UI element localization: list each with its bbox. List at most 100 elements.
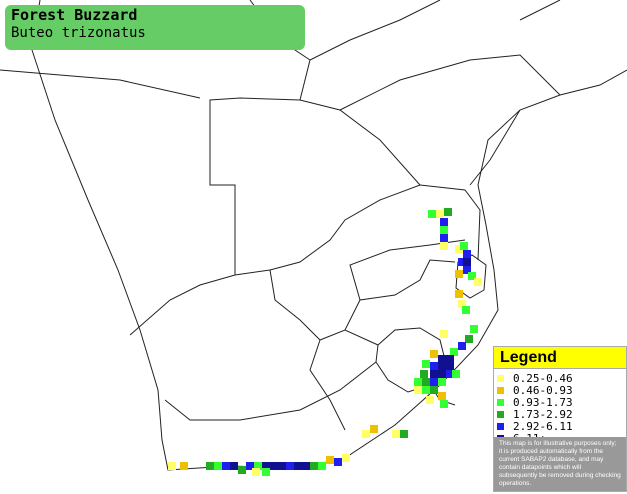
grid-cell: [438, 355, 446, 363]
legend-label: 0.46-0.93: [513, 383, 573, 397]
grid-cell: [440, 226, 448, 234]
grid-cell: [252, 468, 260, 476]
grid-cell: [468, 272, 476, 280]
grid-cell: [422, 386, 430, 394]
grid-cell: [430, 386, 438, 394]
grid-cell: [420, 370, 428, 378]
grid-cell: [446, 362, 454, 370]
legend-items: 0.25-0.46 0.46-0.93 0.93-1.73 1.73-2.92 2.92…: [494, 369, 626, 446]
grid-cell: [342, 454, 350, 462]
grid-cell: [455, 270, 463, 278]
grid-cell: [318, 462, 326, 470]
grid-cell: [440, 218, 448, 226]
grid-cell: [270, 462, 278, 470]
grid-cell: [446, 355, 454, 363]
grid-cell: [422, 360, 430, 368]
national-border: [129, 184, 481, 336]
grid-cell: [370, 425, 378, 433]
national-border: [0, 0, 561, 186]
grid-cell: [436, 210, 444, 218]
coastline: [31, 0, 627, 471]
grid-cell: [262, 468, 270, 476]
grid-cell: [430, 370, 438, 378]
grid-cell: [440, 400, 448, 408]
grid-cell: [254, 462, 262, 470]
grid-cell: [426, 396, 434, 404]
grid-cell: [440, 242, 448, 250]
grid-cell: [460, 242, 468, 250]
grid-cell: [462, 306, 470, 314]
grid-cell: [278, 462, 286, 470]
grid-cell: [465, 335, 473, 343]
grid-cell: [230, 462, 238, 470]
grid-cell: [458, 300, 466, 308]
grid-cell: [430, 362, 438, 370]
legend-swatch: [497, 386, 504, 394]
grid-cell: [430, 378, 438, 386]
distribution-cells: [168, 208, 482, 476]
grid-cell: [414, 378, 422, 386]
legend-swatch: [497, 422, 504, 430]
grid-cell: [214, 462, 222, 470]
grid-cell: [414, 386, 422, 394]
grid-cell: [430, 350, 438, 358]
scientific-name: Buteo trizonatus: [11, 25, 146, 41]
grid-cell: [438, 370, 446, 378]
grid-cell: [438, 378, 446, 386]
grid-cell: [474, 278, 482, 286]
grid-cell: [180, 462, 188, 470]
grid-cell: [458, 258, 466, 266]
grid-cell: [470, 325, 478, 333]
legend-item: 0.46-0.93: [497, 383, 626, 397]
legend-label: 0.93-1.73: [513, 395, 573, 409]
legend-label: 2.92-6.11: [513, 419, 573, 433]
grid-cell: [286, 462, 294, 470]
grid-cell: [206, 462, 214, 470]
disclaimer: This map is for illustrative purposes on…: [494, 437, 626, 491]
grid-cell: [458, 342, 466, 350]
grid-cell: [444, 208, 452, 216]
grid-cell: [446, 370, 454, 378]
grid-cell: [246, 462, 254, 470]
legend-label: 0.25-0.46: [513, 371, 573, 385]
grid-cell: [168, 462, 176, 470]
grid-cell: [302, 462, 310, 470]
grid-cell: [463, 250, 471, 258]
grid-cell: [438, 392, 446, 400]
grid-cell: [262, 462, 270, 470]
grid-cell: [455, 245, 463, 253]
grid-cell: [310, 462, 318, 470]
grid-cell: [440, 234, 448, 242]
grid-cell: [326, 456, 334, 464]
grid-cell: [222, 462, 230, 470]
grid-cell: [450, 348, 458, 356]
grid-cell: [392, 430, 400, 438]
legend-title: Legend: [494, 347, 626, 369]
species-name: Forest Buzzard: [11, 6, 138, 24]
eswatini-border: [455, 254, 487, 299]
grid-cell: [422, 378, 430, 386]
legend-item: 0.25-0.46: [497, 371, 626, 385]
title-box: Forest Buzzard Buteo trizonatus: [5, 5, 305, 50]
grid-cell: [362, 430, 370, 438]
grid-cell: [438, 362, 446, 370]
grid-cell: [463, 266, 471, 274]
legend-swatch: [497, 410, 504, 418]
grid-cell: [463, 258, 471, 266]
grid-cell: [238, 466, 246, 474]
legend-label: 1.73-2.92: [513, 407, 573, 421]
legend-item: 0.93-1.73: [497, 395, 626, 409]
grid-cell: [294, 462, 302, 470]
grid-cell: [440, 330, 448, 338]
grid-cell: [428, 210, 436, 218]
legend: Legend 0.25-0.46 0.46-0.93 0.93-1.73 1.73-2…: [493, 346, 627, 492]
legend-swatch: [497, 374, 504, 382]
legend-item: 2.92-6.11: [497, 419, 626, 433]
national-border: [209, 97, 421, 275]
province-border: [164, 239, 466, 431]
legend-swatch: [497, 398, 504, 406]
grid-cell: [452, 370, 460, 378]
grid-cell: [334, 458, 342, 466]
